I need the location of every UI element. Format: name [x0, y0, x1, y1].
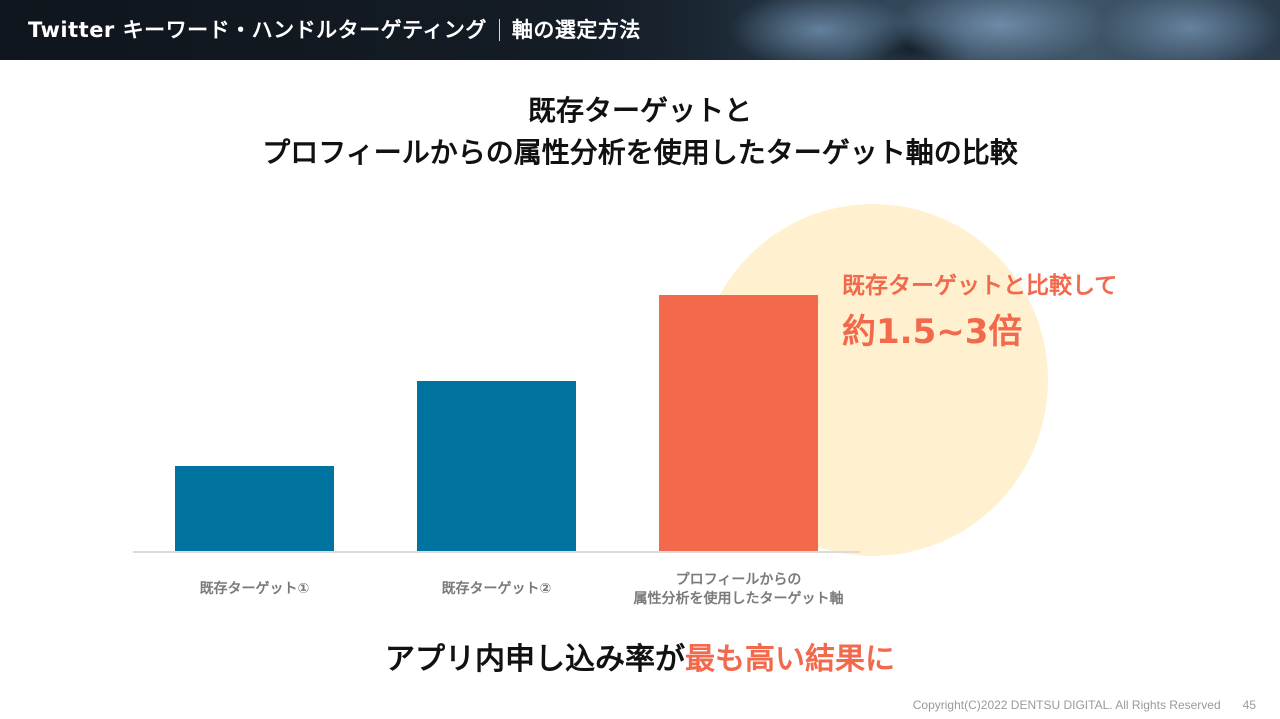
- header-title-main: Twitter キーワード・ハンドルターゲティング: [28, 18, 487, 42]
- footer: Copyright(C)2022 DENTSU DIGITAL. All Rig…: [913, 698, 1256, 712]
- callout-comparison-text: 既存ターゲットと比較して: [842, 273, 1118, 299]
- conclusion-text: アプリ内申し込み率が最も高い結果に: [0, 634, 1280, 678]
- bar-label-line: 既存ターゲット②: [441, 581, 552, 597]
- slide-title-line1: 既存ターゲットと: [527, 94, 752, 127]
- bar-label-line: プロフィールからの: [675, 572, 802, 588]
- header-title-sub: 軸の選定方法: [511, 18, 641, 42]
- conclusion-prefix: アプリ内申し込み率が: [385, 642, 685, 677]
- slide-title-line2: プロフィールからの属性分析を使用したターゲット軸の比較: [262, 136, 1018, 169]
- copyright-text: Copyright(C)2022 DENTSU DIGITAL. All Rig…: [912, 698, 1221, 712]
- header-title: Twitter キーワード・ハンドルターゲティング 軸の選定方法: [28, 14, 641, 44]
- chart-baseline: [133, 551, 860, 553]
- page-number: 45: [1242, 698, 1256, 712]
- bar-label-line: 既存ターゲット①: [199, 581, 310, 597]
- header-banner: Twitter キーワード・ハンドルターゲティング 軸の選定方法: [0, 0, 1280, 60]
- conclusion-highlight: 最も高い結果に: [685, 642, 895, 677]
- bar-label-2: 既存ターゲット②: [357, 580, 636, 599]
- slide-title: 既存ターゲットと プロフィールからの属性分析を使用したターゲット軸の比較: [0, 90, 1280, 174]
- bar-2: [417, 381, 576, 552]
- bar-label-1: 既存ターゲット①: [115, 580, 394, 599]
- bar-label-3: プロフィールからの属性分析を使用したターゲット軸: [599, 571, 878, 609]
- bar-label-line: 属性分析を使用したターゲット軸: [633, 591, 844, 607]
- header-divider: [498, 19, 500, 41]
- bar-1: [175, 466, 334, 552]
- bar-3: [659, 295, 818, 552]
- callout-multiplier-text: 約1.5~3倍: [842, 312, 1023, 352]
